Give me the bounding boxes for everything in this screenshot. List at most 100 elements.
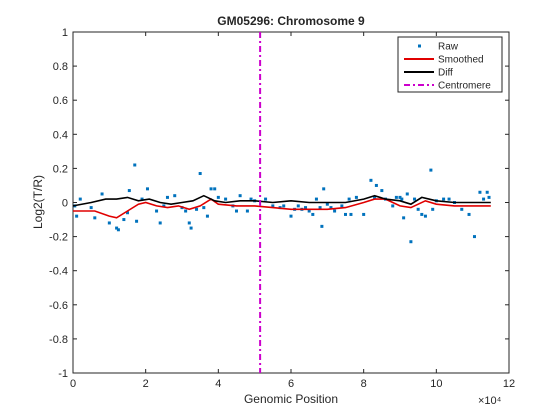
raw-point [216, 195, 220, 199]
raw-point [116, 228, 120, 232]
raw-point [187, 221, 191, 225]
y-tick-label: -0.6 [49, 300, 68, 312]
raw-point [467, 212, 471, 216]
raw-point [318, 206, 322, 210]
raw-point [482, 197, 486, 201]
raw-point [100, 192, 104, 196]
legend-label-raw: Raw [438, 42, 459, 53]
raw-point [89, 206, 93, 210]
raw-point [344, 212, 347, 216]
raw-point [416, 207, 420, 211]
raw-point [289, 214, 293, 218]
raw-point [373, 195, 377, 199]
raw-point [429, 168, 433, 172]
y-tick-label: -0.8 [49, 334, 68, 346]
raw-point [347, 197, 351, 201]
raw-point [420, 212, 424, 216]
raw-point [380, 189, 384, 193]
diff-line [72, 194, 491, 207]
x-tick-label: 0 [70, 378, 76, 390]
legend-raw-marker [418, 44, 421, 48]
raw-point [354, 195, 358, 199]
raw-point [311, 212, 315, 216]
raw-point [249, 197, 253, 201]
legend-label-diff: Diff [438, 68, 453, 79]
raw-point [394, 195, 398, 199]
raw-point [423, 214, 427, 218]
x-tick-label: 12 [503, 378, 515, 390]
raw-point [264, 197, 268, 201]
raw-point [184, 209, 188, 213]
raw-point [209, 187, 213, 191]
y-axis: -1 -0.8 -0.6 -0.4 -0.2 0 0.2 0.4 0.6 0.8 1 [49, 27, 509, 380]
raw-point [391, 204, 395, 208]
raw-point [75, 214, 79, 218]
y-tick-label: 0.6 [53, 95, 68, 107]
raw-point [155, 209, 159, 213]
raw-point [127, 189, 131, 193]
legend-label-smoothed: Smoothed [438, 55, 484, 66]
y-tick-label: 1 [62, 27, 68, 39]
raw-point [374, 183, 378, 187]
raw-point [447, 197, 451, 201]
raw-point [320, 224, 324, 228]
raw-point [224, 197, 228, 201]
raw-point [349, 212, 353, 216]
raw-point [235, 209, 238, 213]
line-series [72, 194, 491, 219]
raw-point [165, 195, 169, 199]
legend: Raw Smoothed Diff Centromere [397, 36, 503, 93]
x-exponent-label: ×10⁴ [478, 395, 502, 407]
raw-point [405, 192, 409, 196]
raw-point [325, 202, 329, 206]
raw-point [140, 197, 144, 201]
raw-point [442, 197, 446, 201]
raw-point [126, 211, 129, 215]
raw-point [245, 209, 249, 213]
raw-point [413, 197, 417, 201]
raw-point [145, 187, 149, 191]
raw-point [472, 235, 476, 239]
raw-point [307, 209, 311, 213]
raw-point [189, 226, 193, 230]
raw-point [135, 219, 139, 223]
raw-point [282, 204, 286, 208]
raw-point [333, 209, 337, 213]
raw-point [369, 178, 373, 182]
raw-point [202, 206, 206, 210]
raw-point [314, 197, 318, 201]
x-axis: 0 2 4 6 8 10 12 [70, 32, 515, 390]
raw-point [115, 226, 119, 230]
raw-point [478, 190, 482, 194]
raw-point [485, 190, 489, 194]
raw-point [205, 214, 209, 218]
legend-items: Raw Smoothed Diff Centromere [404, 42, 491, 92]
raw-point [93, 216, 97, 220]
raw-point [340, 204, 344, 208]
raw-point [304, 206, 308, 210]
raw-point [296, 204, 300, 208]
x-tick-label: 10 [430, 378, 442, 390]
raw-point [431, 207, 435, 211]
raw-point [213, 187, 217, 191]
y-tick-label: -0.4 [49, 266, 68, 278]
raw-point [195, 207, 199, 211]
raw-point [173, 194, 177, 198]
legend-box [397, 36, 503, 93]
raw-point [329, 206, 333, 210]
y-tick-label: 0.2 [53, 163, 68, 175]
x-tick-label: 6 [288, 378, 294, 390]
y-tick-label: -0.2 [49, 232, 68, 244]
raw-point [400, 197, 404, 201]
y-tick-label: 0 [62, 198, 68, 210]
x-tick-label: 2 [143, 378, 149, 390]
raw-point [460, 207, 464, 211]
raw-point [162, 204, 166, 208]
x-axis-label: Genomic Position [244, 392, 338, 406]
chart-title: GM05296: Chromosome 9 [217, 14, 365, 28]
raw-point [198, 172, 202, 176]
raw-point [271, 204, 275, 208]
raw-point [362, 212, 366, 216]
x-tick-label: 8 [361, 378, 367, 390]
